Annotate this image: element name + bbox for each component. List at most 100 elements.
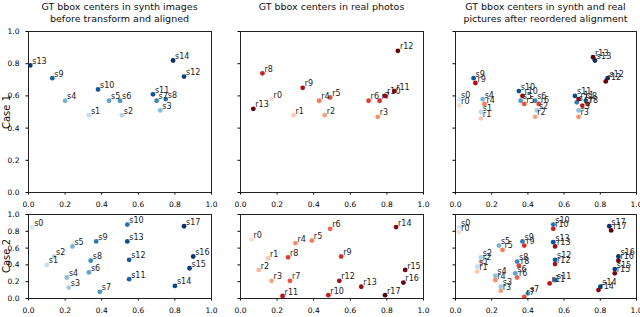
- svg-text:s1: s1: [91, 107, 100, 116]
- svg-text:0.6: 0.6: [558, 306, 570, 315]
- svg-text:s14: s14: [175, 52, 189, 61]
- svg-text:s10: s10: [129, 216, 143, 225]
- svg-text:r11: r11: [285, 288, 298, 297]
- svg-text:r4: r4: [321, 92, 329, 101]
- svg-text:1.0: 1.0: [418, 200, 430, 209]
- svg-text:0.6: 0.6: [558, 200, 570, 209]
- svg-text:r0: r0: [461, 224, 469, 233]
- svg-text:0.6: 0.6: [8, 244, 20, 253]
- svg-text:0.2: 0.2: [486, 306, 498, 315]
- svg-text:0.8: 0.8: [169, 306, 181, 315]
- svg-text:s12: s12: [186, 68, 200, 77]
- svg-text:r7: r7: [292, 272, 300, 281]
- svg-text:r1: r1: [296, 107, 304, 116]
- svg-text:s13: s13: [32, 57, 46, 66]
- svg-text:0.4: 0.4: [8, 260, 20, 269]
- svg-text:r13: r13: [255, 100, 268, 109]
- svg-text:r4: r4: [497, 272, 505, 281]
- svg-text:r3: r3: [380, 108, 388, 117]
- svg-text:s10: s10: [100, 81, 114, 90]
- svg-text:1.0: 1.0: [206, 200, 218, 209]
- svg-text:r5: r5: [505, 241, 513, 250]
- svg-text:r2: r2: [537, 108, 545, 117]
- svg-text:r0: r0: [274, 91, 282, 100]
- svg-text:r1: r1: [483, 110, 491, 119]
- svg-text:r2: r2: [261, 262, 269, 271]
- svg-text:r11: r11: [396, 83, 409, 92]
- svg-text:0.4: 0.4: [522, 200, 534, 209]
- svg-text:0.0: 0.0: [450, 200, 462, 209]
- svg-text:r5: r5: [526, 96, 534, 105]
- svg-text:s6: s6: [122, 92, 131, 101]
- svg-text:0.2: 0.2: [59, 306, 71, 315]
- svg-text:s5: s5: [111, 92, 120, 101]
- svg-text:r1: r1: [270, 250, 278, 259]
- svg-text:s1: s1: [49, 256, 58, 265]
- svg-text:r11: r11: [581, 91, 594, 100]
- svg-text:r10: r10: [524, 87, 537, 96]
- svg-text:r3: r3: [274, 272, 282, 281]
- svg-text:0.4: 0.4: [8, 124, 20, 133]
- svg-text:0.8: 0.8: [594, 200, 606, 209]
- svg-text:r14: r14: [600, 282, 613, 291]
- svg-text:0.8: 0.8: [8, 59, 20, 68]
- svg-text:0.4: 0.4: [96, 306, 108, 315]
- svg-text:r0: r0: [461, 97, 469, 106]
- svg-text:r2: r2: [327, 107, 335, 116]
- svg-text:s5: s5: [74, 238, 83, 247]
- svg-text:0.0: 0.0: [450, 306, 462, 315]
- svg-text:r13: r13: [557, 238, 570, 247]
- svg-text:r17: r17: [387, 287, 400, 296]
- svg-text:r4: r4: [297, 235, 305, 244]
- svg-text:0.0: 0.0: [8, 294, 20, 303]
- svg-text:r2: r2: [483, 253, 491, 262]
- svg-text:r16: r16: [405, 274, 418, 283]
- svg-text:1.0: 1.0: [206, 306, 218, 315]
- svg-text:s11: s11: [131, 271, 145, 280]
- svg-text:r1: r1: [479, 263, 487, 272]
- svg-text:0.2: 0.2: [271, 200, 283, 209]
- svg-text:s9: s9: [54, 70, 63, 79]
- svg-text:1.0: 1.0: [8, 27, 20, 36]
- svg-text:r0: r0: [253, 231, 261, 240]
- svg-text:r12: r12: [341, 272, 354, 281]
- svg-text:r6: r6: [541, 96, 549, 105]
- svg-text:r8: r8: [264, 65, 272, 74]
- svg-text:r4: r4: [486, 96, 494, 105]
- svg-text:r9: r9: [343, 248, 351, 257]
- svg-text:0.4: 0.4: [96, 200, 108, 209]
- svg-text:0.6: 0.6: [344, 306, 356, 315]
- svg-text:0.8: 0.8: [381, 200, 393, 209]
- svg-text:r5: r5: [314, 232, 322, 241]
- svg-text:s2: s2: [56, 248, 65, 257]
- svg-text:0.2: 0.2: [8, 277, 20, 286]
- svg-text:0.2: 0.2: [59, 200, 71, 209]
- svg-text:r5: r5: [332, 89, 340, 98]
- svg-text:0.0: 0.0: [8, 188, 20, 197]
- svg-text:0.4: 0.4: [308, 200, 320, 209]
- svg-text:s12: s12: [131, 251, 145, 260]
- svg-text:s3: s3: [162, 102, 171, 111]
- svg-text:r9: r9: [526, 237, 534, 246]
- svg-text:0.6: 0.6: [8, 91, 20, 100]
- svg-text:r8: r8: [521, 257, 529, 266]
- svg-text:r17: r17: [613, 222, 626, 231]
- svg-text:r8: r8: [290, 249, 298, 258]
- svg-text:s2: s2: [124, 107, 133, 116]
- svg-text:0.8: 0.8: [381, 306, 393, 315]
- svg-text:r6: r6: [371, 92, 379, 101]
- svg-text:r9: r9: [477, 75, 485, 84]
- svg-text:1.0: 1.0: [631, 200, 640, 209]
- svg-text:r15: r15: [407, 262, 420, 271]
- svg-text:s7: s7: [102, 283, 111, 292]
- svg-text:0.0: 0.0: [23, 200, 35, 209]
- svg-text:0.8: 0.8: [8, 227, 20, 236]
- svg-text:r9: r9: [305, 79, 313, 88]
- svg-text:s15: s15: [192, 260, 206, 269]
- svg-text:s4: s4: [69, 269, 78, 278]
- svg-text:r10: r10: [330, 287, 343, 296]
- svg-text:1.0: 1.0: [8, 210, 20, 219]
- svg-text:r13: r13: [363, 278, 376, 287]
- svg-text:s9: s9: [98, 233, 107, 242]
- svg-text:0.6: 0.6: [132, 200, 144, 209]
